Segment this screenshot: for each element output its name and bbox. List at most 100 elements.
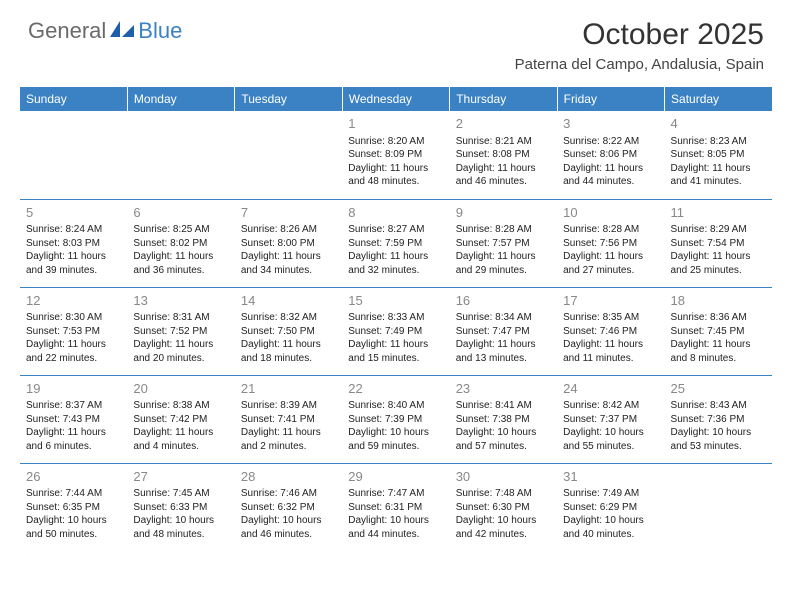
cell-sunset: Sunset: 8:08 PM — [456, 148, 551, 162]
calendar-cell: 11Sunrise: 8:29 AMSunset: 7:54 PMDayligh… — [665, 199, 772, 287]
calendar-week-row: 1Sunrise: 8:20 AMSunset: 8:09 PMDaylight… — [20, 111, 772, 199]
cell-sunrise: Sunrise: 8:40 AM — [348, 399, 443, 413]
day-number: 25 — [671, 380, 766, 398]
cell-daylight2: and 39 minutes. — [26, 264, 121, 278]
cell-sunrise: Sunrise: 8:42 AM — [563, 399, 658, 413]
calendar-table: SundayMondayTuesdayWednesdayThursdayFrid… — [20, 87, 772, 551]
cell-sunset: Sunset: 7:37 PM — [563, 413, 658, 427]
day-number: 7 — [241, 204, 336, 222]
day-header: Thursday — [450, 87, 557, 111]
cell-daylight2: and 50 minutes. — [26, 528, 121, 542]
cell-sunrise: Sunrise: 8:36 AM — [671, 311, 766, 325]
day-number: 30 — [456, 468, 551, 486]
cell-sunrise: Sunrise: 8:39 AM — [241, 399, 336, 413]
cell-daylight2: and 32 minutes. — [348, 264, 443, 278]
cell-daylight2: and 42 minutes. — [456, 528, 551, 542]
cell-daylight1: Daylight: 10 hours — [563, 514, 658, 528]
cell-daylight2: and 22 minutes. — [26, 352, 121, 366]
cell-daylight2: and 6 minutes. — [26, 440, 121, 454]
cell-daylight1: Daylight: 11 hours — [671, 338, 766, 352]
day-header: Saturday — [665, 87, 772, 111]
month-title: October 2025 — [515, 18, 764, 52]
day-header: Monday — [127, 87, 234, 111]
logo-text-general: General — [28, 18, 106, 44]
calendar-cell: 5Sunrise: 8:24 AMSunset: 8:03 PMDaylight… — [20, 199, 127, 287]
cell-sunset: Sunset: 6:32 PM — [241, 501, 336, 515]
day-number: 14 — [241, 292, 336, 310]
cell-daylight2: and 25 minutes. — [671, 264, 766, 278]
cell-sunrise: Sunrise: 8:43 AM — [671, 399, 766, 413]
cell-sunrise: Sunrise: 8:25 AM — [133, 223, 228, 237]
cell-sunrise: Sunrise: 8:29 AM — [671, 223, 766, 237]
cell-sunrise: Sunrise: 8:41 AM — [456, 399, 551, 413]
cell-daylight1: Daylight: 10 hours — [456, 426, 551, 440]
cell-sunrise: Sunrise: 8:26 AM — [241, 223, 336, 237]
calendar-cell: 6Sunrise: 8:25 AMSunset: 8:02 PMDaylight… — [127, 199, 234, 287]
cell-sunrise: Sunrise: 8:38 AM — [133, 399, 228, 413]
day-header: Tuesday — [235, 87, 342, 111]
cell-daylight1: Daylight: 10 hours — [133, 514, 228, 528]
cell-daylight2: and 44 minutes. — [563, 175, 658, 189]
cell-sunrise: Sunrise: 7:47 AM — [348, 487, 443, 501]
cell-daylight2: and 53 minutes. — [671, 440, 766, 454]
cell-daylight2: and 48 minutes. — [348, 175, 443, 189]
cell-sunset: Sunset: 7:45 PM — [671, 325, 766, 339]
cell-sunset: Sunset: 8:02 PM — [133, 237, 228, 251]
cell-daylight2: and 13 minutes. — [456, 352, 551, 366]
cell-sunset: Sunset: 6:35 PM — [26, 501, 121, 515]
cell-sunrise: Sunrise: 8:21 AM — [456, 135, 551, 149]
cell-daylight1: Daylight: 10 hours — [241, 514, 336, 528]
cell-sunrise: Sunrise: 8:24 AM — [26, 223, 121, 237]
calendar-cell: 8Sunrise: 8:27 AMSunset: 7:59 PMDaylight… — [342, 199, 449, 287]
cell-sunset: Sunset: 7:36 PM — [671, 413, 766, 427]
calendar-cell: 7Sunrise: 8:26 AMSunset: 8:00 PMDaylight… — [235, 199, 342, 287]
cell-daylight2: and 44 minutes. — [348, 528, 443, 542]
day-header: Sunday — [20, 87, 127, 111]
calendar-cell — [20, 111, 127, 199]
cell-daylight1: Daylight: 11 hours — [456, 162, 551, 176]
cell-sunrise: Sunrise: 8:34 AM — [456, 311, 551, 325]
cell-sunrise: Sunrise: 8:30 AM — [26, 311, 121, 325]
cell-sunrise: Sunrise: 8:28 AM — [563, 223, 658, 237]
cell-sunset: Sunset: 8:00 PM — [241, 237, 336, 251]
calendar-cell: 14Sunrise: 8:32 AMSunset: 7:50 PMDayligh… — [235, 287, 342, 375]
cell-sunrise: Sunrise: 8:32 AM — [241, 311, 336, 325]
calendar-cell: 23Sunrise: 8:41 AMSunset: 7:38 PMDayligh… — [450, 375, 557, 463]
cell-daylight2: and 27 minutes. — [563, 264, 658, 278]
day-number: 10 — [563, 204, 658, 222]
day-number: 31 — [563, 468, 658, 486]
cell-daylight1: Daylight: 11 hours — [348, 250, 443, 264]
day-number: 13 — [133, 292, 228, 310]
day-number: 22 — [348, 380, 443, 398]
cell-sunrise: Sunrise: 7:48 AM — [456, 487, 551, 501]
cell-daylight1: Daylight: 11 hours — [563, 250, 658, 264]
day-number: 20 — [133, 380, 228, 398]
cell-sunset: Sunset: 6:30 PM — [456, 501, 551, 515]
cell-daylight1: Daylight: 11 hours — [26, 426, 121, 440]
cell-sunset: Sunset: 7:39 PM — [348, 413, 443, 427]
cell-sunrise: Sunrise: 8:22 AM — [563, 135, 658, 149]
cell-sunrise: Sunrise: 8:37 AM — [26, 399, 121, 413]
cell-daylight1: Daylight: 10 hours — [26, 514, 121, 528]
cell-sunset: Sunset: 7:53 PM — [26, 325, 121, 339]
cell-sunset: Sunset: 7:41 PM — [241, 413, 336, 427]
calendar-cell: 20Sunrise: 8:38 AMSunset: 7:42 PMDayligh… — [127, 375, 234, 463]
calendar-week-row: 5Sunrise: 8:24 AMSunset: 8:03 PMDaylight… — [20, 199, 772, 287]
calendar-cell: 15Sunrise: 8:33 AMSunset: 7:49 PMDayligh… — [342, 287, 449, 375]
cell-daylight2: and 2 minutes. — [241, 440, 336, 454]
cell-daylight1: Daylight: 11 hours — [563, 338, 658, 352]
day-number: 12 — [26, 292, 121, 310]
calendar-cell: 24Sunrise: 8:42 AMSunset: 7:37 PMDayligh… — [557, 375, 664, 463]
cell-sunset: Sunset: 7:38 PM — [456, 413, 551, 427]
calendar-week-row: 12Sunrise: 8:30 AMSunset: 7:53 PM Dayligh… — [20, 287, 772, 375]
calendar-cell: 29Sunrise: 7:47 AMSunset: 6:31 PMDayligh… — [342, 463, 449, 551]
cell-daylight2: and 34 minutes. — [241, 264, 336, 278]
day-number: 3 — [563, 115, 658, 133]
day-number: 28 — [241, 468, 336, 486]
calendar-cell: 25Sunrise: 8:43 AMSunset: 7:36 PMDayligh… — [665, 375, 772, 463]
calendar-cell: 27Sunrise: 7:45 AMSunset: 6:33 PMDayligh… — [127, 463, 234, 551]
cell-daylight2: and 59 minutes. — [348, 440, 443, 454]
day-number: 27 — [133, 468, 228, 486]
cell-sunrise: Sunrise: 7:44 AM — [26, 487, 121, 501]
cell-sunset: Sunset: 7:57 PM — [456, 237, 551, 251]
